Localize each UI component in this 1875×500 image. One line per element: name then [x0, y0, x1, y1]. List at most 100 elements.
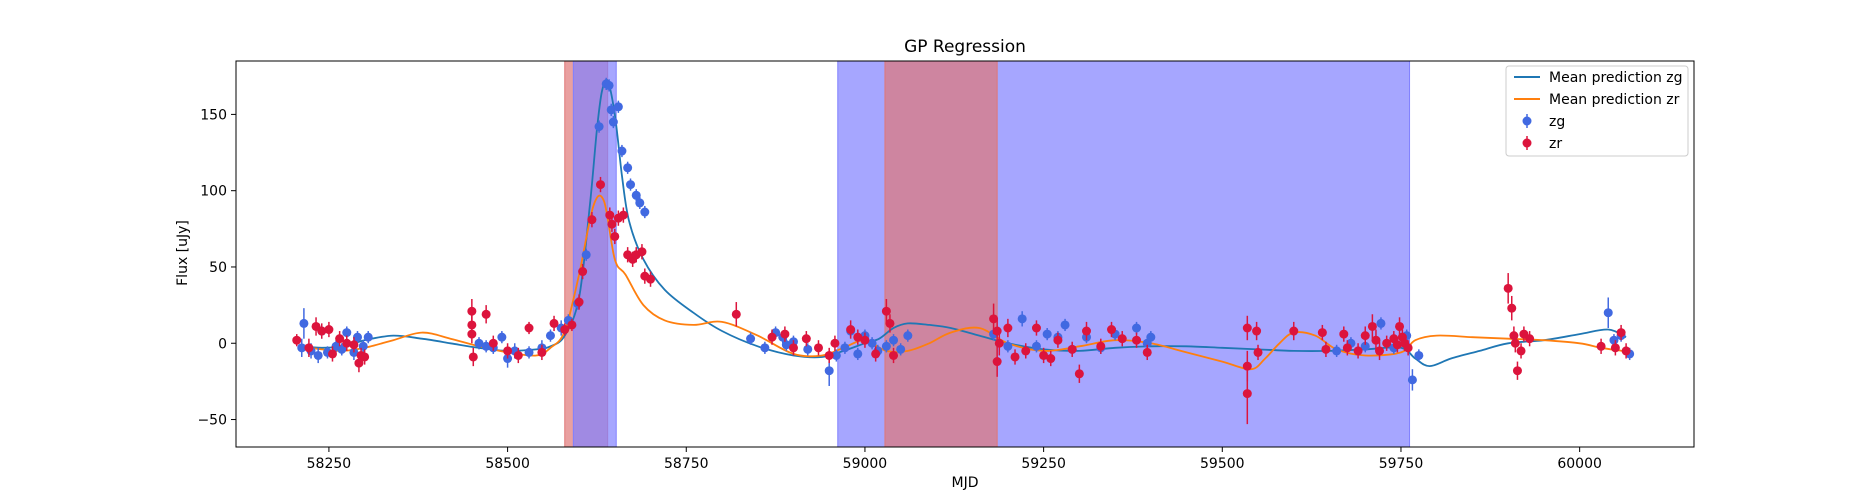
legend-marker-zr	[1522, 136, 1532, 150]
point-zg	[824, 366, 834, 376]
point-zr	[1107, 325, 1117, 335]
point-zr	[1507, 303, 1517, 313]
point-zr	[1512, 366, 1522, 376]
point-zr	[1395, 321, 1405, 331]
point-zr	[1242, 323, 1252, 333]
point-zg	[604, 80, 614, 90]
point-zr	[853, 332, 863, 342]
point-zr	[830, 338, 840, 348]
point-zr	[342, 338, 352, 348]
point-zr	[1252, 326, 1262, 336]
point-zr	[994, 338, 1004, 348]
point-zr	[360, 352, 370, 362]
point-zg	[353, 332, 362, 342]
point-zr	[503, 346, 513, 356]
point-zg	[1609, 335, 1619, 345]
point-zr	[468, 352, 478, 362]
point-zg	[867, 338, 877, 348]
point-zg	[342, 328, 352, 338]
point-zg	[1146, 332, 1156, 342]
shaded-regions	[564, 60, 1411, 448]
point-zr	[317, 326, 327, 336]
legend-label-mean-zr: Mean prediction zr	[1549, 92, 1680, 108]
point-zr	[1117, 334, 1127, 344]
point-zr	[1242, 389, 1252, 399]
point-zr	[1509, 331, 1519, 341]
point-zg	[1060, 320, 1070, 330]
point-zg	[1042, 329, 1052, 339]
point-zg	[594, 122, 604, 132]
x-tick-label: 58500	[485, 456, 530, 472]
point-zr	[824, 350, 834, 360]
point-zr	[1046, 354, 1056, 364]
point-zg	[1003, 341, 1013, 351]
point-zg	[363, 332, 373, 342]
legend-label-zr: zr	[1549, 136, 1562, 152]
x-tick-label: 59500	[1200, 456, 1245, 472]
point-zr	[1360, 331, 1370, 341]
point-zg	[881, 341, 891, 351]
chart-title: GP Regression	[904, 37, 1026, 57]
point-zg	[889, 335, 899, 345]
point-zg	[853, 349, 863, 359]
y-axis-ticks: −50 0 50 100 150	[197, 107, 236, 429]
point-zg	[606, 105, 616, 115]
point-zr	[1082, 326, 1091, 336]
point-zr	[1289, 326, 1299, 336]
point-zr	[587, 215, 597, 225]
point-zr	[605, 210, 615, 220]
point-zr	[1039, 350, 1049, 360]
y-tick-label: 0	[218, 336, 227, 352]
point-zg	[299, 318, 309, 328]
point-zr	[1021, 346, 1031, 356]
point-zg	[497, 332, 507, 342]
shaded-region-zg-1	[572, 60, 617, 448]
point-zr	[1525, 334, 1535, 344]
point-zg	[608, 117, 618, 127]
point-zg	[1603, 308, 1613, 318]
point-zr	[801, 334, 811, 344]
point-zg	[617, 146, 627, 156]
point-zr	[1596, 341, 1606, 351]
point-zr	[1321, 344, 1331, 354]
point-zr	[549, 318, 559, 328]
point-zg	[1376, 318, 1386, 328]
point-zr	[467, 306, 477, 316]
point-zg	[640, 207, 650, 217]
point-zg	[337, 344, 347, 354]
point-zg	[1407, 375, 1417, 385]
point-zg	[1332, 346, 1342, 356]
point-zr	[1342, 343, 1352, 353]
point-zr	[1621, 346, 1631, 356]
point-zr	[1003, 323, 1013, 333]
point-zg	[358, 341, 368, 351]
point-zr	[1074, 369, 1084, 379]
y-axis-label: Flux [uJy]	[175, 220, 191, 286]
point-zr	[992, 326, 1002, 336]
point-zr	[1353, 346, 1363, 356]
point-zr	[780, 329, 790, 339]
point-zr	[1096, 341, 1106, 351]
point-zr	[992, 357, 1002, 367]
point-zr	[1503, 283, 1513, 293]
point-zr	[610, 231, 620, 241]
point-zg	[297, 343, 307, 353]
point-zr	[1510, 338, 1520, 348]
y-tick-label: 100	[200, 184, 227, 200]
data-points	[292, 77, 1635, 425]
point-zr	[885, 318, 895, 328]
point-zg	[1414, 350, 1424, 360]
point-zg	[1132, 323, 1142, 333]
point-zr	[327, 349, 337, 359]
point-zg	[803, 344, 813, 354]
point-zr	[335, 334, 345, 344]
point-zr	[1516, 346, 1526, 356]
x-tick-label: 59750	[1379, 456, 1424, 472]
point-zg	[840, 343, 850, 353]
point-zg	[626, 180, 636, 190]
point-zg	[1031, 341, 1041, 351]
point-zg	[903, 331, 913, 341]
legend-label-zg: zg	[1549, 114, 1565, 130]
point-zg	[831, 350, 841, 360]
x-axis-ticks: 58250 58500 58750 59000 59250 59500 59750 60000	[307, 447, 1602, 472]
